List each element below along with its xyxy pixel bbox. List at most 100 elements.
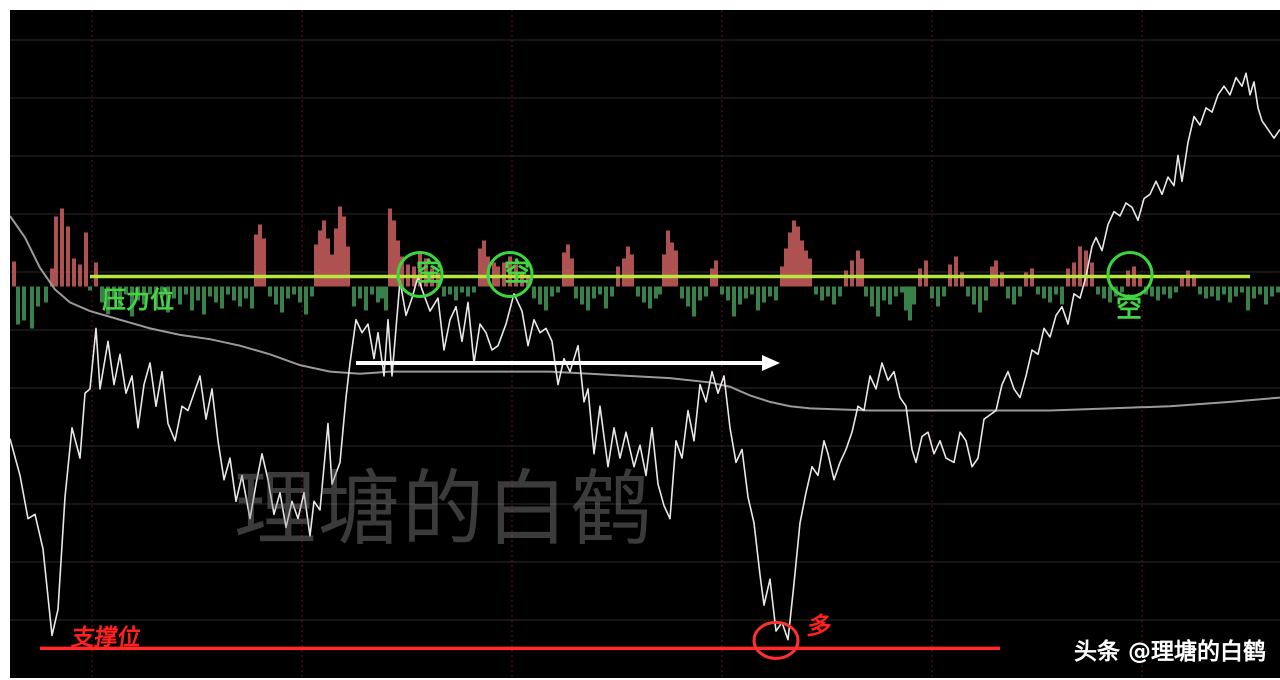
volume-bar-84 — [478, 248, 482, 287]
volume-bar-162 — [900, 286, 904, 293]
volume-bar-31 — [196, 286, 200, 301]
volume-bar-149 — [826, 286, 830, 297]
volume-bar-16 — [106, 286, 110, 315]
volume-bar-52 — [314, 244, 318, 287]
short-circle-1 — [396, 250, 444, 298]
volume-bar-48 — [292, 286, 296, 295]
volume-bar-119 — [666, 230, 670, 287]
volume-bar-212 — [1192, 274, 1196, 287]
volume-bar-211 — [1186, 270, 1190, 287]
volume-bar-150 — [832, 286, 836, 305]
volume-bar-123 — [686, 286, 690, 307]
volume-bar-57 — [334, 228, 338, 287]
volume-bar-158 — [876, 286, 880, 317]
volume-bar-156 — [864, 286, 868, 297]
volume-bar-160 — [888, 286, 892, 305]
volume-bar-104 — [586, 286, 590, 311]
volume-bar-193 — [1078, 246, 1082, 287]
source-credit: 头条 @理塘的白鹤 — [1073, 639, 1266, 665]
volume-bar-61 — [352, 286, 356, 307]
volume-bar-176 — [978, 286, 982, 313]
volume-bar-107 — [604, 286, 608, 309]
volume-bar-131 — [732, 286, 736, 317]
volume-bar-114 — [642, 286, 646, 303]
volume-bar-44 — [268, 286, 272, 297]
volume-bar-118 — [662, 254, 666, 287]
short-circle-2 — [486, 250, 534, 298]
volume-bar-53 — [318, 230, 322, 287]
volume-bar-226 — [1276, 286, 1280, 293]
volume-bar-142 — [792, 220, 796, 287]
volume-bar-64 — [370, 286, 374, 295]
volume-bar-194 — [1084, 250, 1088, 287]
volume-bar-22 — [142, 286, 146, 305]
volume-bar-161 — [894, 286, 898, 297]
short-mark-3: 空 — [1116, 294, 1143, 324]
volume-bar-170 — [942, 286, 946, 297]
volume-bar-154 — [856, 250, 860, 287]
volume-bar-147 — [814, 286, 818, 295]
volume-bar-159 — [882, 286, 886, 301]
volume-bar-90 — [508, 256, 512, 287]
volume-bar-6 — [50, 268, 54, 287]
volume-bar-128 — [714, 260, 718, 287]
volume-bar-1 — [16, 286, 20, 325]
volume-bar-59 — [342, 216, 346, 287]
volume-bar-98 — [556, 286, 560, 293]
volume-bar-219 — [1234, 286, 1238, 297]
volume-bar-135 — [756, 286, 760, 311]
volume-bar-177 — [984, 286, 988, 301]
volume-bar-188 — [1048, 286, 1052, 303]
volume-bar-38 — [238, 286, 242, 307]
volume-bar-134 — [750, 286, 754, 295]
volume-bar-58 — [338, 206, 342, 287]
volume-bar-218 — [1228, 286, 1232, 303]
volume-bar-50 — [304, 286, 308, 315]
volume-bar-181 — [1006, 286, 1010, 299]
volume-bar-138 — [774, 286, 778, 301]
volume-bar-51 — [310, 286, 314, 297]
volume-bar-187 — [1042, 286, 1046, 299]
volume-bar-89 — [502, 262, 506, 287]
volume-bar-146 — [808, 258, 812, 287]
volume-bar-55 — [326, 238, 330, 287]
volume-bar-124 — [692, 286, 696, 317]
volume-bar-49 — [298, 286, 302, 303]
volume-bar-43 — [262, 238, 266, 287]
volume-bar-110 — [622, 258, 626, 287]
volume-bar-196 — [1096, 286, 1100, 295]
volume-bar-225 — [1270, 286, 1274, 297]
volume-bar-7 — [54, 216, 58, 287]
volume-bar-152 — [844, 270, 848, 287]
volume-bar-174 — [966, 286, 970, 297]
volume-bar-137 — [768, 286, 772, 297]
volume-bar-190 — [1060, 286, 1064, 305]
volume-bar-172 — [954, 256, 958, 287]
volume-bar-155 — [860, 258, 864, 287]
volume-bar-42 — [258, 224, 262, 287]
volume-bar-121 — [674, 250, 678, 287]
volume-bar-96 — [544, 286, 548, 311]
short-circle-3 — [1106, 250, 1154, 298]
volume-bar-95 — [538, 286, 542, 305]
volume-bar-173 — [960, 272, 964, 287]
volume-bar-133 — [744, 286, 748, 299]
volume-bar-47 — [286, 286, 290, 299]
volume-bar-223 — [1258, 286, 1262, 295]
volume-bar-130 — [726, 286, 730, 301]
volume-bar-69 — [392, 220, 396, 287]
volume-bar-41 — [254, 234, 258, 287]
volume-bar-214 — [1204, 286, 1208, 299]
volume-bar-206 — [1156, 286, 1160, 301]
volume-bar-169 — [936, 286, 940, 307]
volume-bar-182 — [1012, 286, 1016, 305]
volume-bar-27 — [172, 286, 176, 299]
volume-bar-24 — [154, 286, 158, 309]
volume-bar-112 — [630, 254, 634, 287]
volume-bar-30 — [190, 286, 194, 311]
short-mark-2: 空 — [504, 258, 531, 288]
volume-bar-17 — [112, 286, 116, 299]
volume-bar-105 — [592, 286, 596, 299]
volume-bar-40 — [250, 286, 254, 309]
volume-bar-175 — [972, 286, 976, 305]
